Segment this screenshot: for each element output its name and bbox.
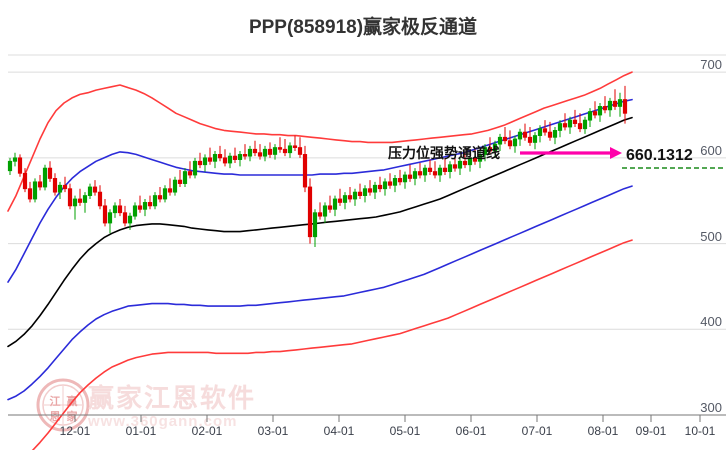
y-axis-tick-600: 600 [700,142,722,158]
x-axis-tick-02-01: 02-01 [191,424,223,438]
seal-char-1: 江 [49,396,61,408]
price-tag-label: 660.1312 [626,147,693,164]
x-axis-tick-04-01: 04-01 [323,424,355,438]
x-axis-tick-08-01: 08-01 [587,424,619,438]
x-axis-tick-01-01: 01-01 [125,424,157,438]
resistance-annotation-label: 压力位强势通道线 [388,145,500,161]
x-axis-tick-07-01: 07-01 [521,424,553,438]
axes [8,414,726,422]
y-axis-tick-300: 300 [700,400,722,415]
x-axis-tick-09-01: 09-01 [635,424,667,438]
channel-bands [7,71,633,450]
x-axis-tick-12-01: 12-01 [59,424,91,438]
x-axis-tick-05-01: 05-01 [389,424,421,438]
gridlines [8,54,726,416]
x-axis-tick-06-01: 06-01 [455,424,487,438]
seal-char-4: 家 [66,411,78,423]
x-axis-tick-10-01: 10-01 [684,424,716,438]
watermark-url: www.360gann.com [88,413,238,430]
y-axis-tick-500: 500 [700,228,722,244]
candlestick-series [7,85,628,247]
y-axis-tick-700: 700 [700,57,722,73]
annotation-overlay [520,147,726,169]
x-axis-tick-03-01: 03-01 [257,424,289,438]
seal-char-3: 恩 [49,411,61,423]
watermark-brand: 赢家江恩软件 [88,383,257,413]
y-axis-tick-400: 400 [700,314,722,330]
page-title: PPP(858918)赢家极反通道 [248,17,478,38]
